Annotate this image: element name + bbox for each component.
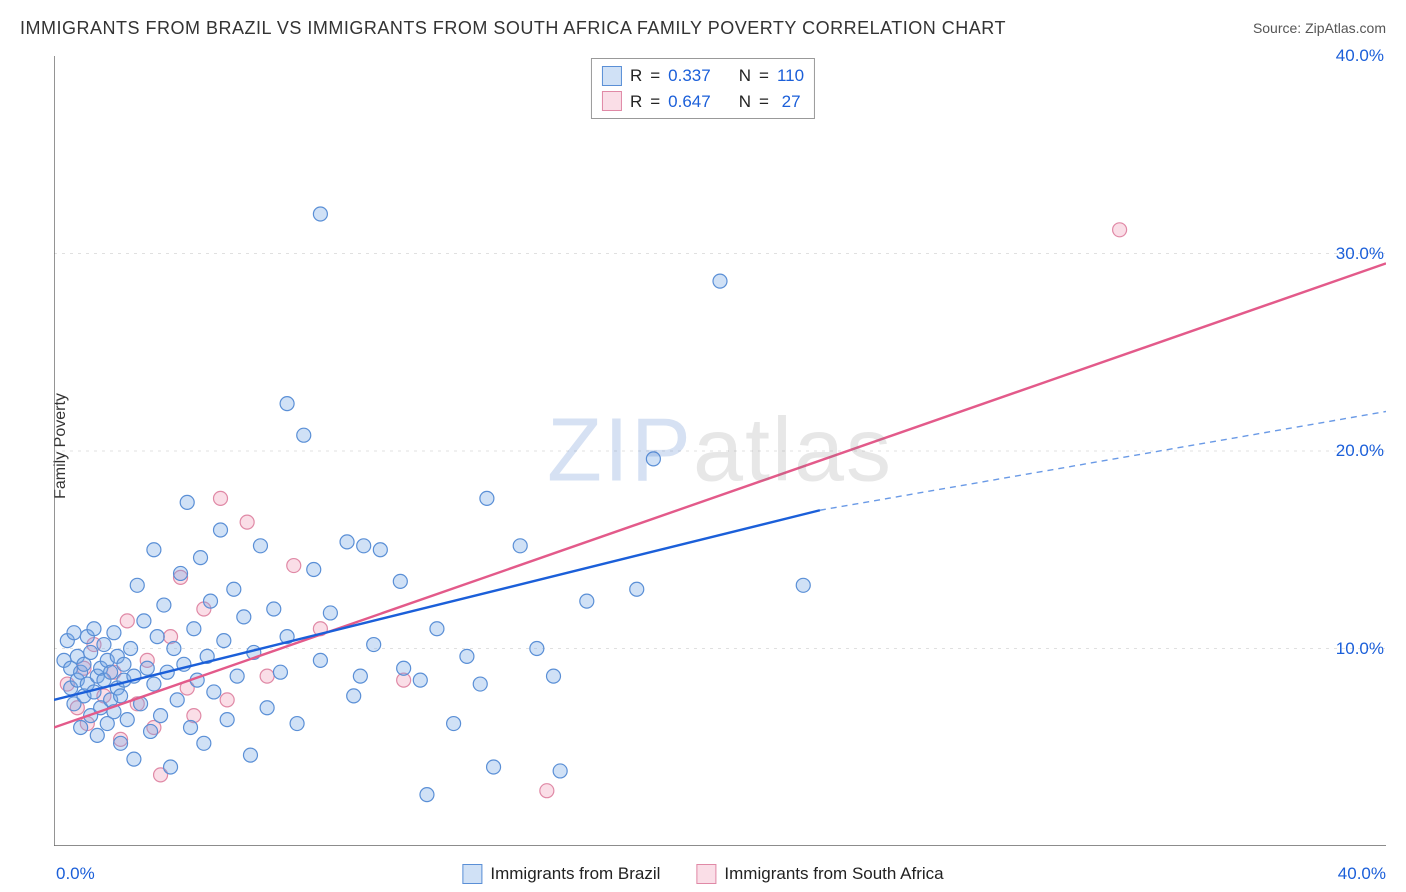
chart-container: IMMIGRANTS FROM BRAZIL VS IMMIGRANTS FRO… (0, 0, 1406, 892)
n-value-brazil: 110 (777, 63, 804, 89)
source-attribution: Source: ZipAtlas.com (1253, 20, 1386, 36)
legend-item-south-africa: Immigrants from South Africa (696, 864, 943, 884)
legend-item-brazil: Immigrants from Brazil (462, 864, 660, 884)
correlation-legend: R= 0.337 N= 110 R= 0.647 N= 27 (591, 58, 815, 119)
legend-label-brazil: Immigrants from Brazil (490, 864, 660, 884)
legend-label-south-africa: Immigrants from South Africa (724, 864, 943, 884)
y-tick-label: 10.0% (1336, 639, 1384, 659)
x-axis-origin-label: 0.0% (56, 864, 95, 884)
source-name: ZipAtlas.com (1305, 20, 1386, 36)
chart-title: IMMIGRANTS FROM BRAZIL VS IMMIGRANTS FRO… (20, 18, 1006, 39)
scatter-plot-svg (54, 56, 1386, 846)
r-value-south-africa: 0.647 (668, 89, 711, 115)
swatch-south-africa (602, 91, 622, 111)
swatch-brazil-icon (462, 864, 482, 884)
plot-area: ZIPatlas (54, 56, 1386, 846)
source-prefix: Source: (1253, 20, 1305, 36)
x-axis-max-label: 40.0% (1338, 864, 1386, 884)
y-tick-label: 20.0% (1336, 441, 1384, 461)
n-value-south-africa: 27 (777, 89, 801, 115)
legend-row-south-africa: R= 0.647 N= 27 (602, 89, 804, 115)
series-legend: Immigrants from Brazil Immigrants from S… (462, 864, 943, 884)
y-tick-label: 30.0% (1336, 244, 1384, 264)
r-value-brazil: 0.337 (668, 63, 711, 89)
swatch-south-africa-icon (696, 864, 716, 884)
swatch-brazil (602, 66, 622, 86)
y-tick-label: 40.0% (1336, 46, 1384, 66)
legend-row-brazil: R= 0.337 N= 110 (602, 63, 804, 89)
